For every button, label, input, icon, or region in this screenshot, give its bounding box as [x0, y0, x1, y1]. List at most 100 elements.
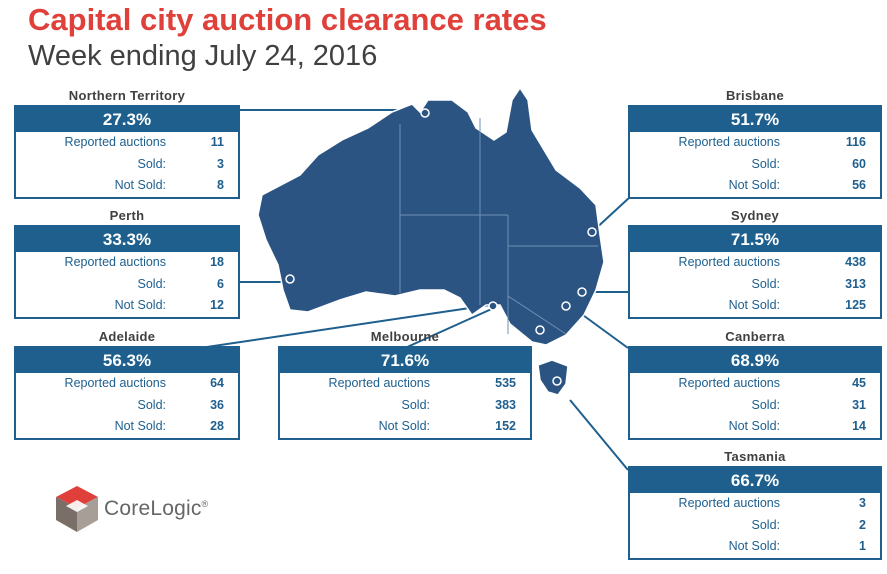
- clearance-rate: 68.9%: [630, 348, 880, 373]
- reported-value: 438: [845, 255, 866, 269]
- not-sold-value: 152: [495, 419, 516, 433]
- city-table: 33.3% Reported auctions 18 Sold: 6 Not Sol…: [14, 225, 240, 319]
- clearance-rate: 51.7%: [630, 107, 880, 132]
- sold-label: Sold:: [137, 276, 167, 291]
- reported-value: 11: [210, 135, 224, 149]
- marker-adelaide: [488, 301, 498, 311]
- logo-text-label: CoreLogic: [104, 497, 202, 520]
- city-panel-adelaide: Adelaide 56.3% Reported auctions 64 Sold:…: [14, 327, 240, 440]
- reported-label: Reported auctions: [64, 135, 166, 149]
- marker-melbourne: [535, 325, 545, 335]
- corelogic-logo-icon: [56, 486, 98, 532]
- city-name: Canberra: [725, 329, 785, 344]
- marker-nt: [420, 108, 430, 118]
- chart-title: Capital city auction clearance rates: [28, 2, 547, 37]
- marker-tasmania: [552, 376, 562, 386]
- leader-line-tasmania: [569, 399, 629, 471]
- city-name: Sydney: [730, 208, 780, 223]
- city-table: 27.3% Reported auctions 11 Sold: 3 Not Sol…: [14, 105, 240, 199]
- marker-brisbane: [587, 227, 597, 237]
- city-markers: [285, 108, 597, 386]
- city-panel-sydney: Sydney 71.5% Reported auctions 438 Sold: 3…: [628, 206, 882, 319]
- leader-line-adelaide: [199, 304, 491, 349]
- reported-label: Reported auctions: [678, 255, 780, 269]
- reported-label: Reported auctions: [64, 376, 166, 390]
- not-sold-label: Not Sold:: [378, 419, 430, 433]
- reported-label: Reported auctions: [328, 376, 430, 390]
- not-sold-label: Not Sold:: [728, 298, 780, 312]
- city-name: Tasmania: [724, 449, 786, 464]
- sold-value: 2: [859, 517, 866, 532]
- sold-label: Sold:: [751, 517, 781, 532]
- city-table: 71.6% Reported auctions 535 Sold: 383 Not …: [278, 346, 532, 440]
- city-panel-perth: Perth 33.3% Reported auctions 18 Sold: 6 N…: [14, 206, 240, 319]
- not-sold-value: 125: [845, 298, 866, 312]
- clearance-rate: 66.7%: [630, 468, 880, 493]
- reported-label: Reported auctions: [678, 135, 780, 149]
- city-panel-nt: Northern Territory 27.3% Reported auctio…: [14, 86, 240, 199]
- city-panel-canberra: Canberra 68.9% Reported auctions 45 Sold:…: [628, 327, 882, 440]
- state-borders: [399, 118, 598, 335]
- reported-value: 3: [859, 496, 866, 510]
- not-sold-label: Not Sold:: [114, 178, 166, 192]
- marker-canberra: [561, 301, 571, 311]
- city-name: Brisbane: [725, 88, 785, 103]
- clearance-rate: 71.6%: [280, 348, 530, 373]
- leader-line-canberra: [575, 309, 629, 349]
- reported-value: 64: [210, 376, 224, 390]
- sold-label: Sold:: [751, 156, 781, 171]
- reported-label: Reported auctions: [678, 496, 780, 510]
- reported-label: Reported auctions: [64, 255, 166, 269]
- clearance-rate: 56.3%: [16, 348, 238, 373]
- tasmania-shape: [537, 359, 569, 396]
- reported-value: 18: [210, 255, 224, 269]
- not-sold-value: 14: [852, 419, 866, 433]
- city-table: 51.7% Reported auctions 116 Sold: 60 Not S…: [628, 105, 882, 199]
- sold-value: 6: [217, 276, 224, 291]
- city-panel-brisbane: Brisbane 51.7% Reported auctions 116 Sold…: [628, 86, 882, 199]
- leader-line-melbourne: [404, 306, 497, 349]
- city-table: 68.9% Reported auctions 45 Sold: 31 Not So…: [628, 346, 882, 440]
- city-name: Perth: [109, 208, 145, 223]
- marker-sydney: [577, 287, 587, 297]
- city-name: Melbourne: [370, 329, 440, 344]
- city-table: 66.7% Reported auctions 3 Sold: 2 Not Sold…: [628, 466, 882, 560]
- city-table: 71.5% Reported auctions 438 Sold: 313 Not …: [628, 225, 882, 319]
- city-panel-melbourne: Melbourne 71.6% Reported auctions 535 Sol…: [278, 327, 532, 440]
- leader-lines: [199, 109, 631, 471]
- city-name: Northern Territory: [68, 88, 186, 103]
- sold-label: Sold:: [401, 397, 431, 412]
- not-sold-value: 12: [210, 298, 224, 312]
- sold-label: Sold:: [137, 397, 167, 412]
- city-table: 56.3% Reported auctions 64 Sold: 36 Not So…: [14, 346, 240, 440]
- reported-value: 45: [852, 376, 866, 390]
- city-name: Adelaide: [98, 329, 156, 344]
- logo-text: CoreLogic®: [104, 497, 208, 521]
- reported-label: Reported auctions: [678, 376, 780, 390]
- not-sold-label: Not Sold:: [728, 178, 780, 192]
- not-sold-value: 1: [859, 539, 866, 553]
- sold-label: Sold:: [751, 397, 781, 412]
- not-sold-label: Not Sold:: [114, 419, 166, 433]
- clearance-rate: 33.3%: [16, 227, 238, 252]
- sold-value: 313: [845, 276, 866, 291]
- corelogic-logo: CoreLogic®: [56, 486, 208, 532]
- clearance-rate: 71.5%: [630, 227, 880, 252]
- sold-value: 3: [217, 156, 224, 171]
- not-sold-value: 56: [852, 178, 866, 192]
- not-sold-label: Not Sold:: [728, 539, 780, 553]
- chart-subtitle: Week ending July 24, 2016: [28, 40, 378, 72]
- not-sold-label: Not Sold:: [114, 298, 166, 312]
- reported-value: 116: [845, 135, 866, 149]
- city-panel-tasmania: Tasmania 66.7% Reported auctions 3 Sold: 2…: [628, 447, 882, 560]
- marker-perth: [285, 274, 295, 284]
- sold-label: Sold:: [137, 156, 167, 171]
- sold-value: 60: [852, 156, 866, 171]
- sold-value: 383: [495, 397, 516, 412]
- sold-label: Sold:: [751, 276, 781, 291]
- not-sold-value: 28: [210, 419, 224, 433]
- sold-value: 36: [210, 397, 224, 412]
- clearance-rate: 27.3%: [16, 107, 238, 132]
- mainland-shape: [257, 86, 605, 346]
